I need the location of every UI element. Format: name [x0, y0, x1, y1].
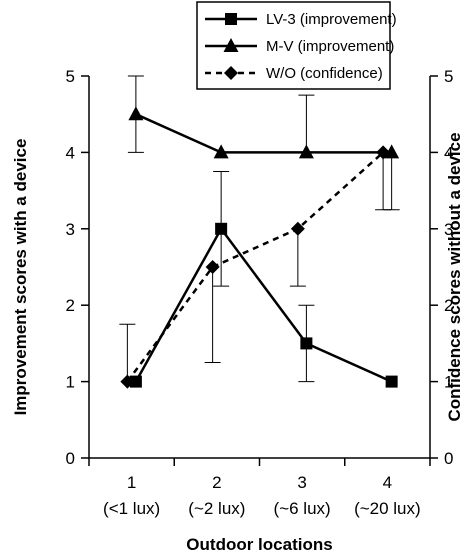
series-line-2	[126, 151, 384, 383]
x-tick-sublabel: (~6 lux)	[274, 499, 331, 518]
square-marker	[129, 375, 142, 388]
y-tick-label-right: 5	[444, 67, 453, 86]
triangle-marker	[298, 144, 314, 159]
legend-label: W/O (confidence)	[266, 65, 383, 82]
diamond-marker	[224, 66, 238, 80]
x-tick-sublabel: (~20 lux)	[354, 499, 421, 518]
x-tick-sublabel: (<1 lux)	[103, 499, 160, 518]
triangle-marker	[213, 144, 229, 159]
x-axis-title: Outdoor locations	[186, 535, 332, 554]
y-axis-title-right: Confidence scores without a device	[445, 132, 464, 421]
diamond-marker	[120, 374, 135, 389]
series-line-0	[134, 226, 393, 383]
y-tick-label-left: 2	[66, 296, 75, 315]
y-tick-label-left: 0	[66, 449, 75, 468]
legend-label: M-V (improvement)	[266, 38, 394, 55]
triangle-marker	[128, 106, 144, 121]
square-marker	[225, 13, 237, 25]
error-bars	[119, 75, 400, 383]
x-tick-label: 2	[212, 473, 221, 492]
legend: LV-3 (improvement) M-V (improvement) W/O (…	[196, 1, 397, 90]
legend-label: LV-3 (improvement)	[266, 11, 397, 28]
diamond-marker	[376, 145, 391, 160]
triangle-marker	[223, 38, 239, 52]
x-tick-sublabel: (~2 lux)	[188, 499, 245, 518]
y-tick-label-right: 4	[444, 143, 453, 162]
y-tick-label-left: 3	[66, 220, 75, 239]
axis-labels: 0 0 1 1 2 2 3 3 4 4 5 5 1 (<1 lux) 2 (~2 lux) 3 (~6 lux) 4…	[11, 67, 464, 554]
diamond-marker	[205, 260, 220, 274]
y-tick-label-right: 3	[444, 220, 453, 239]
x-tick-label: 3	[297, 473, 306, 492]
y-tick-label-left: 5	[66, 67, 75, 86]
square-marker	[215, 222, 228, 235]
series-lines	[126, 113, 393, 383]
y-tick-label-left: 1	[66, 373, 75, 392]
series-line-1	[135, 113, 392, 154]
square-marker	[300, 337, 313, 350]
y-tick-label-left: 4	[66, 143, 75, 162]
axes	[81, 75, 438, 466]
x-tick-label: 4	[383, 473, 392, 492]
y-tick-label-right: 2	[444, 296, 453, 315]
diamond-marker	[290, 221, 305, 236]
y-axis-title-left: Improvement scores with a device	[11, 139, 30, 416]
y-tick-label-right: 0	[444, 449, 453, 468]
triangle-marker	[384, 144, 400, 159]
square-marker	[385, 375, 398, 388]
series-markers	[120, 106, 400, 389]
x-tick-label: 1	[127, 473, 136, 492]
y-tick-label-right: 1	[444, 373, 453, 392]
